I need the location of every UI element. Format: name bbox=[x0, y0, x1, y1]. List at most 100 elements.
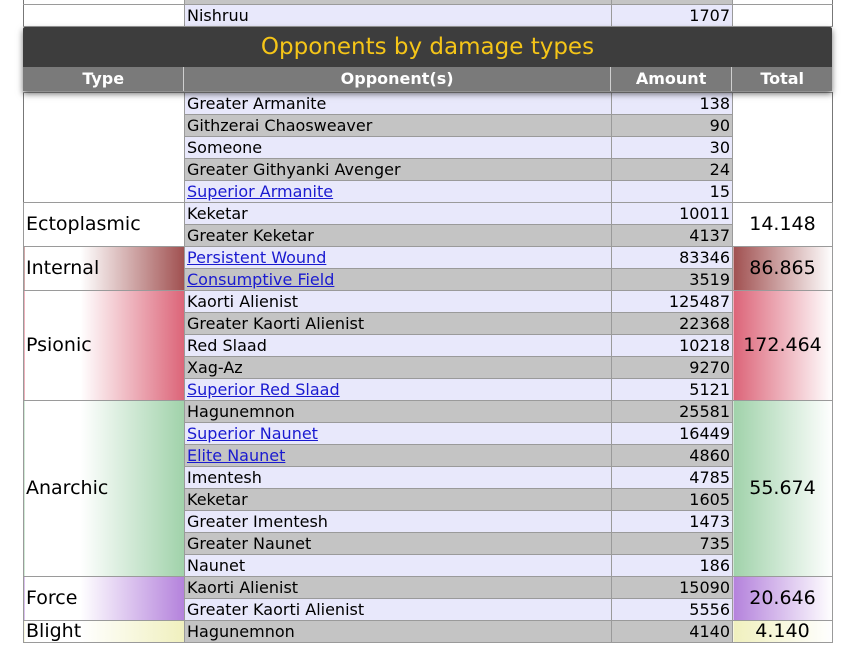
opponent-name: Nishruu bbox=[184, 4, 612, 27]
table-row: Force Kaorti Alienist 15090 20.646 bbox=[23, 576, 833, 621]
table-row: Someone 30 bbox=[24, 136, 833, 159]
opponent-amount: 735 bbox=[611, 532, 733, 555]
opponent-cell: Persistent Wound bbox=[184, 246, 612, 269]
table-row: Internal Persistent Wound 83346 86.865 bbox=[23, 246, 833, 291]
damage-type-cell: Force bbox=[23, 576, 185, 621]
opponent-amount: 138 bbox=[611, 92, 733, 115]
damage-type-cell: Internal bbox=[23, 246, 185, 291]
table-row: Superior Naunet 16449 bbox=[24, 422, 833, 445]
column-header-type[interactable]: Type bbox=[23, 67, 185, 91]
damage-total-cell: 20.646 bbox=[732, 576, 833, 621]
opponent-cell: Elite Naunet bbox=[184, 444, 612, 467]
table-row: Greater Armanite 138 bbox=[23, 92, 833, 203]
opponent-link[interactable]: Persistent Wound bbox=[187, 248, 327, 267]
opponent-cell: Superior Armanite bbox=[184, 180, 612, 203]
table-row: Blight Hagunemnon 4140 4.140 bbox=[23, 620, 833, 643]
table-row: Keketar 1605 bbox=[24, 488, 833, 511]
opponent-amount: 16449 bbox=[611, 422, 733, 445]
damage-total-cell: 4.140 bbox=[732, 620, 833, 643]
column-header-total[interactable]: Total bbox=[760, 69, 805, 88]
opponent-amount: 25581 bbox=[611, 400, 733, 423]
opponent-name: Greater Naunet bbox=[184, 532, 612, 555]
sticky-table-header: Opponents by damage types Type Opponent(… bbox=[23, 27, 832, 91]
opponent-link[interactable]: Superior Naunet bbox=[187, 424, 318, 443]
opponent-amount: 1473 bbox=[611, 510, 733, 533]
opponent-name: Hagunemnon bbox=[184, 400, 612, 423]
table-row: Greater Imentesh 1473 bbox=[24, 510, 833, 533]
damage-total-cell: 172.464 bbox=[732, 290, 833, 401]
opponent-link[interactable]: Elite Naunet bbox=[187, 446, 286, 465]
damage-type-cell: Psionic bbox=[23, 290, 185, 401]
opponent-amount: 24 bbox=[611, 158, 733, 181]
opponent-amount: 5121 bbox=[611, 378, 733, 401]
opponent-amount: 4137 bbox=[611, 224, 733, 247]
opponent-amount: 22368 bbox=[611, 312, 733, 335]
opponent-name: Imentesh bbox=[184, 466, 612, 489]
table-row: Red Slaad 10218 bbox=[24, 334, 833, 357]
opponent-name: Red Slaad bbox=[184, 334, 612, 357]
opponent-amount: 1707 bbox=[611, 4, 733, 27]
opponent-amount: 10218 bbox=[611, 334, 733, 357]
opponent-name: Naunet bbox=[184, 554, 612, 577]
table-row: Psionic Kaorti Alienist 125487 172.464 bbox=[23, 290, 833, 401]
opponent-name: Keketar bbox=[184, 202, 612, 225]
damage-type-cell: Blight bbox=[23, 620, 185, 643]
opponent-name: Keketar bbox=[184, 488, 612, 511]
opponent-name: Kaorti Alienist bbox=[184, 576, 612, 599]
table-row: Ectoplasmic Keketar 10011 14.148 bbox=[23, 202, 833, 247]
opponent-name: Kaorti Alienist bbox=[184, 290, 612, 313]
opponent-name: Githzerai Chaosweaver bbox=[184, 114, 612, 137]
damage-type-cell: Ectoplasmic bbox=[23, 202, 185, 247]
table-row: Consumptive Field 3519 bbox=[24, 268, 833, 291]
opponent-amount: 4860 bbox=[611, 444, 733, 467]
opponent-amount: 15 bbox=[611, 180, 733, 203]
table-row: Greater Kaorti Alienist 22368 bbox=[24, 312, 833, 335]
table-row: Nishruu 1707 bbox=[23, 4, 833, 27]
table-row: Greater Keketar 4137 bbox=[24, 224, 833, 247]
opponent-cell: Consumptive Field bbox=[184, 268, 612, 291]
table-title: Opponents by damage types bbox=[23, 27, 832, 67]
damage-total-cell: 55.674 bbox=[732, 400, 833, 577]
opponent-amount: 186 bbox=[611, 554, 733, 577]
opponent-name: Hagunemnon bbox=[184, 620, 612, 643]
table-row: Greater Naunet 735 bbox=[24, 532, 833, 555]
previous-table-fragment: Nishruu 1707 bbox=[23, 0, 833, 27]
opponent-name: Greater Kaorti Alienist bbox=[184, 312, 612, 335]
opponent-amount: 4140 bbox=[611, 620, 733, 643]
column-header-amount[interactable]: Amount bbox=[611, 67, 733, 91]
opponent-amount: 90 bbox=[611, 114, 733, 137]
opponent-amount: 3519 bbox=[611, 268, 733, 291]
table-row: Greater Kaorti Alienist 5556 bbox=[24, 598, 833, 621]
type-cell-continued bbox=[23, 92, 185, 203]
opponent-cell: Superior Red Slaad bbox=[184, 378, 612, 401]
opponent-link[interactable]: Consumptive Field bbox=[187, 270, 335, 289]
opponent-name: Xag-Az bbox=[184, 356, 612, 379]
total-cell-empty bbox=[732, 4, 833, 27]
opponent-name: Greater Kaorti Alienist bbox=[184, 598, 612, 621]
opponent-amount: 4785 bbox=[611, 466, 733, 489]
opponent-amount: 5556 bbox=[611, 598, 733, 621]
opponent-name: Greater Keketar bbox=[184, 224, 612, 247]
opponent-amount: 83346 bbox=[611, 246, 733, 269]
opponent-amount: 125487 bbox=[611, 290, 733, 313]
opponent-amount: 1605 bbox=[611, 488, 733, 511]
opponent-amount: 15090 bbox=[611, 576, 733, 599]
opponent-link[interactable]: Superior Armanite bbox=[187, 182, 334, 201]
opponent-name: Greater Armanite bbox=[184, 92, 612, 115]
damage-type-cell: Anarchic bbox=[23, 400, 185, 577]
damage-total-cell: 14.148 bbox=[732, 202, 833, 247]
opponent-amount: 30 bbox=[611, 136, 733, 159]
column-header-opponents[interactable]: Opponent(s) bbox=[184, 67, 611, 91]
total-cell-continued bbox=[732, 92, 833, 203]
damage-types-table: Greater Armanite 138 Githzerai Chaosweaver… bbox=[23, 92, 833, 643]
opponent-amount: 9270 bbox=[611, 356, 733, 379]
opponent-name: Greater Githyanki Avenger bbox=[184, 158, 612, 181]
damage-total-cell: 86.865 bbox=[732, 246, 833, 291]
table-row: Elite Naunet 4860 bbox=[24, 444, 833, 467]
table-row: Githzerai Chaosweaver 90 bbox=[24, 114, 833, 137]
opponent-link[interactable]: Superior Red Slaad bbox=[187, 380, 340, 399]
table-row: Anarchic Hagunemnon 25581 55.674 bbox=[23, 400, 833, 577]
table-row: Naunet 186 bbox=[24, 554, 833, 577]
opponent-name: Greater Imentesh bbox=[184, 510, 612, 533]
type-cell-empty bbox=[23, 4, 185, 27]
